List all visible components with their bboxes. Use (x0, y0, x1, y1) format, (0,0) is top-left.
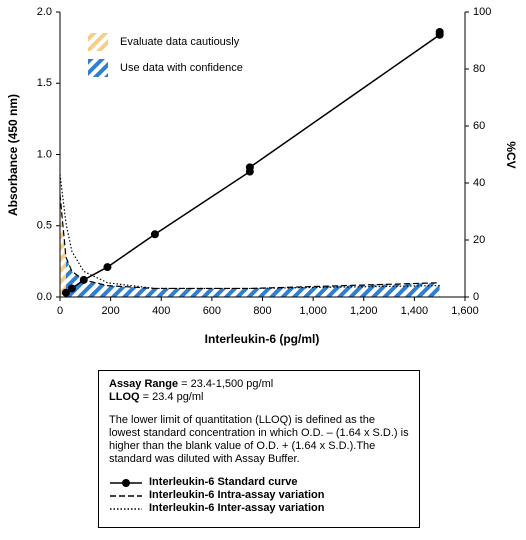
legend-marker (122, 478, 130, 487)
y-tick-label: 0.0 (37, 291, 52, 303)
data-point (435, 27, 444, 36)
y2-tick-label: 60 (473, 120, 485, 132)
y-tick-label: 1.0 (37, 148, 52, 160)
legend-symbol (110, 507, 142, 510)
x-tick-label: 800 (253, 305, 271, 317)
info-text: = 23.4-1,500 pg/ml (181, 378, 274, 390)
x-tick-label: 600 (203, 305, 221, 317)
info-item: Assay Range = 23.4-1,500 pg/ml (109, 378, 409, 391)
legend-label: Use data with confidence (120, 62, 243, 74)
y-tick-label: 2.0 (37, 6, 52, 18)
legend-label: Interleukin-6 Inter-assay variation (149, 502, 325, 514)
chart: Interleukin-6 (pg/ml) Absorbance (450 nm… (6, 6, 518, 346)
legend-swatch (88, 59, 108, 77)
x-tick-label: 0 (57, 305, 63, 317)
y-tick-label: 0.5 (37, 220, 52, 232)
y-tick-label: 1.5 (37, 77, 52, 89)
y2-tick-label: 80 (473, 63, 485, 75)
legend-symbol (110, 494, 142, 497)
data-point (61, 288, 70, 297)
x-tick-label: 1,600 (451, 305, 479, 317)
x-axis-title: Interleukin-6 (pg/ml) (205, 332, 320, 346)
legend-symbol (110, 478, 142, 487)
legend-item: Interleukin-6 Inter-assay variation (109, 502, 409, 515)
legend-label: Evaluate data cautiously (120, 36, 240, 48)
region-area (60, 194, 66, 297)
x-tick-label: 200 (101, 305, 119, 317)
info-note: The lower limit of quantitation (LLOQ) i… (109, 414, 409, 465)
x-tick-label: 400 (152, 305, 170, 317)
info-item: LLOQ = 23.4 pg/ml (109, 391, 409, 404)
data-point (150, 230, 159, 239)
x-tick-label: 1,400 (401, 305, 429, 317)
info-text: = 23.4 pg/ml (142, 391, 204, 403)
series-line (59, 194, 440, 290)
legend-label: Interleukin-6 Standard curve (149, 476, 298, 488)
y-axis-title: Absorbance (450 nm) (6, 94, 20, 216)
x-tick-label: 1,000 (299, 305, 327, 317)
y2-axis-title: %CV (504, 141, 518, 168)
info-box: Assay Range = 23.4-1,500 pg/ml LLOQ = 23… (98, 370, 420, 528)
region-area (65, 257, 440, 297)
data-point (245, 163, 254, 172)
data-point (67, 284, 76, 293)
y2-tick-label: 0 (473, 291, 479, 303)
legend-item: Interleukin-6 Standard curve (109, 476, 409, 489)
legend-item: Interleukin-6 Intra-assay variation (109, 489, 409, 502)
y2-tick-label: 100 (473, 6, 491, 18)
series-line (59, 174, 440, 290)
legend-swatch (88, 33, 108, 51)
legend-label: Interleukin-6 Intra-assay variation (149, 489, 325, 501)
y2-tick-label: 40 (473, 177, 485, 189)
x-tick-label: 1,200 (350, 305, 378, 317)
legend: Interleukin-6 Standard curve Interleukin-… (109, 476, 409, 515)
y2-tick-label: 20 (473, 234, 485, 246)
data-point (103, 263, 112, 272)
info-label: LLOQ (109, 391, 140, 403)
info-label: Assay Range (109, 378, 179, 390)
